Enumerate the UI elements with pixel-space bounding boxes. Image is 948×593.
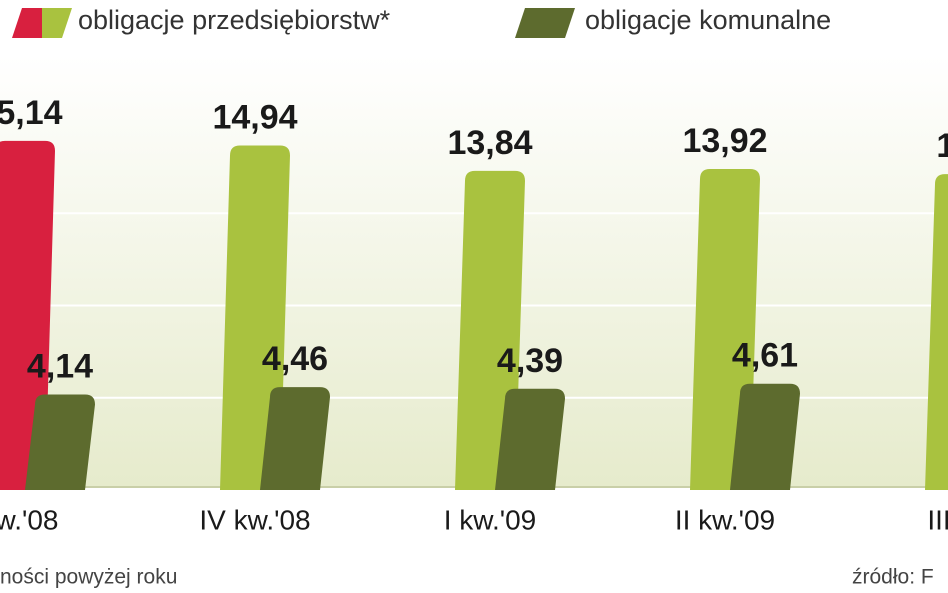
- value-label: 4,61: [732, 337, 798, 375]
- legend-label: obligacje przedsiębiorstw*: [78, 5, 391, 35]
- x-tick-label: III kw: [927, 504, 948, 535]
- bar: [260, 387, 330, 490]
- bar: [925, 174, 948, 490]
- value-label: 13,92: [682, 122, 767, 160]
- legend-swatch: [12, 8, 72, 38]
- x-tick-label: II kw.'09: [675, 504, 775, 535]
- value-label: 14,94: [212, 98, 297, 136]
- bar: [730, 383, 800, 490]
- x-tick-label: I kw.'09: [444, 504, 537, 535]
- value-label: 13,84: [447, 124, 532, 162]
- x-tick-label: IV kw.'08: [199, 504, 310, 535]
- value-label: 13,: [936, 127, 948, 165]
- value-label: 15,14: [0, 94, 63, 132]
- legend-swatch: [515, 8, 575, 38]
- x-tick-label: kw.'08: [0, 504, 58, 535]
- bar: [495, 388, 565, 490]
- footnote: ności powyżej roku: [0, 566, 177, 589]
- legend-label: obligacje komunalne: [585, 5, 831, 35]
- value-label: 4,39: [497, 342, 563, 380]
- value-label: 4,46: [262, 340, 328, 378]
- source: źródło: F: [852, 566, 934, 589]
- value-label: 4,14: [27, 348, 93, 386]
- bar: [25, 394, 95, 490]
